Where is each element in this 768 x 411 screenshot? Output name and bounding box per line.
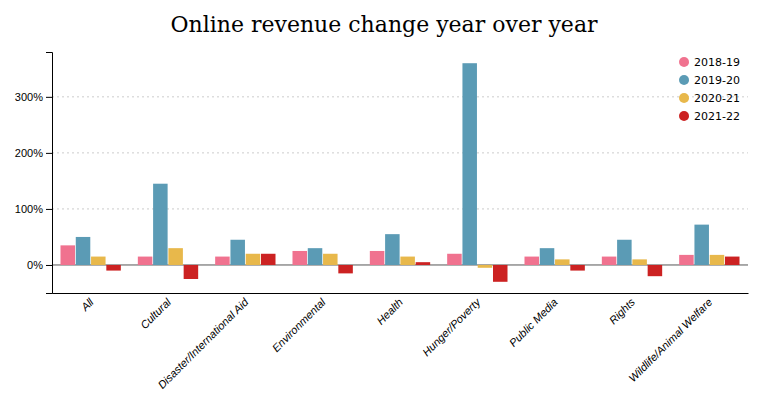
x-axis: All CulturalDisaster/International Aid Env… — [53, 294, 749, 391]
bar — [60, 245, 75, 265]
bar — [184, 265, 199, 279]
chart-container: 0% 100% 200% 300% All CulturalDisaster/Intern… — [0, 0, 768, 411]
legend-label: 2019-20 — [694, 74, 740, 87]
bar — [292, 251, 307, 265]
bar — [261, 254, 276, 265]
y-tick-mark — [46, 153, 52, 154]
x-tick-label: Environmental — [270, 295, 329, 354]
bar — [370, 251, 385, 265]
bar-series — [91, 248, 724, 268]
legend-label: 2018-19 — [694, 56, 740, 69]
y-tick-mark — [46, 265, 52, 266]
legend-swatch — [679, 111, 689, 121]
bar — [725, 257, 740, 265]
x-axis-line — [53, 293, 749, 294]
x-tick-label: Hunger/Poverty — [420, 295, 484, 359]
y-tick-label: 0% — [27, 259, 43, 271]
bar — [447, 254, 462, 265]
bar — [632, 259, 647, 265]
y-tick-mark — [46, 97, 52, 98]
grid-line — [52, 96, 748, 97]
bar — [246, 254, 261, 265]
plot: 0% 100% 200% 300% All CulturalDisaster/Intern… — [15, 53, 749, 391]
x-tick: Rights — [607, 295, 638, 326]
y-tick-label: 300% — [15, 91, 43, 103]
x-tick: Wildlife/Animal Welfare — [626, 296, 714, 384]
y-tick: 300% — [15, 91, 52, 103]
x-tick: Cultural — [138, 295, 174, 331]
x-tick: Environmental — [270, 295, 329, 354]
bar — [416, 262, 431, 265]
grid — [52, 97, 748, 265]
bar — [493, 265, 508, 282]
bar-series — [106, 254, 739, 282]
x-tick: All — [78, 295, 96, 313]
x-tick-label: Health — [374, 296, 405, 327]
x-tick-label: All — [78, 295, 96, 313]
legend-swatch — [679, 57, 689, 67]
bar — [323, 254, 338, 265]
bar — [648, 265, 663, 276]
y-axis: 0% 100% 200% 300% — [15, 53, 53, 294]
bar — [694, 225, 709, 265]
x-tick-label: Rights — [607, 295, 638, 326]
bar — [106, 265, 121, 271]
x-tick-label: Disaster/International Aid — [155, 295, 251, 391]
grid-line — [52, 152, 748, 153]
legend-item: 2019-20 — [679, 74, 740, 87]
legend-label: 2021-22 — [694, 110, 740, 123]
bar — [338, 265, 353, 273]
bar — [385, 234, 400, 265]
bar — [617, 240, 632, 265]
x-tick-label: Cultural — [138, 295, 174, 331]
bar — [679, 255, 694, 265]
x-tick: Public Media — [507, 296, 560, 349]
bar — [153, 184, 168, 265]
bar — [710, 255, 725, 265]
x-tick: Disaster/International Aid — [155, 295, 251, 391]
title: Online revenue change year over year — [170, 12, 598, 37]
y-tick-label: 200% — [15, 147, 43, 159]
bar — [215, 257, 230, 265]
legend: 2018-19 2019-20 2020-21 2021-22 — [679, 56, 740, 123]
y-tick-mark — [46, 209, 52, 210]
bar — [230, 240, 245, 265]
x-tick: Health — [374, 296, 405, 327]
y-axis-line — [46, 53, 53, 294]
bar — [462, 63, 477, 265]
bar — [138, 257, 153, 265]
bar — [478, 265, 493, 268]
bar — [168, 248, 183, 265]
bar — [76, 237, 91, 265]
y-tick: 100% — [15, 203, 52, 215]
bar — [308, 248, 323, 265]
legend-item: 2020-21 — [679, 92, 740, 105]
legend-item: 2018-19 — [679, 56, 740, 69]
bar — [524, 257, 539, 265]
y-tick-label: 100% — [15, 203, 43, 215]
x-tick-label: Public Media — [507, 296, 560, 349]
legend-label: 2020-21 — [694, 92, 740, 105]
bar — [555, 259, 570, 265]
y-tick: 0% — [27, 259, 52, 271]
legend-swatch — [679, 75, 689, 85]
y-tick: 200% — [15, 147, 52, 159]
bar — [91, 257, 106, 265]
bar — [400, 257, 415, 265]
legend-swatch — [679, 93, 689, 103]
bar — [602, 257, 617, 265]
bar — [540, 248, 555, 265]
bars — [60, 63, 739, 282]
chart-svg: 0% 100% 200% 300% All CulturalDisaster/Intern… — [0, 0, 768, 411]
x-tick-label: Wildlife/Animal Welfare — [626, 296, 714, 384]
bar — [570, 265, 585, 271]
x-tick: Hunger/Poverty — [420, 295, 484, 359]
bar-series — [76, 63, 709, 265]
legend-item: 2021-22 — [679, 110, 740, 123]
